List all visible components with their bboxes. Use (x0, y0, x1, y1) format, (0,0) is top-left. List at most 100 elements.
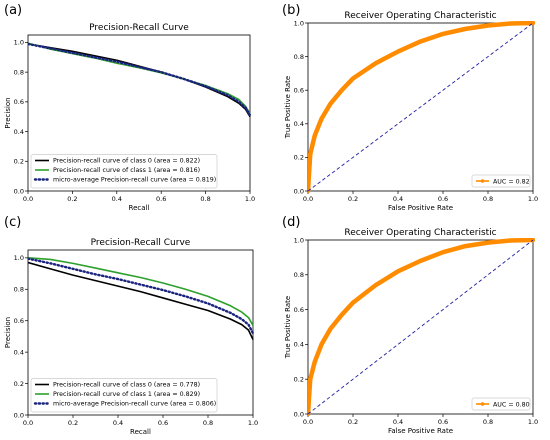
y-tick-label: 0.8 (294, 271, 304, 279)
chart-title: Precision-Recall Curve (89, 23, 189, 33)
y-tick-label: 0.0 (14, 411, 24, 419)
x-tick-label: 1.0 (245, 195, 255, 203)
chart-title: Receiver Operating Characteristic (344, 228, 496, 238)
x-tick-label: 0.0 (23, 195, 33, 203)
x-tick-label: 1.0 (528, 418, 538, 426)
y-tick-label: 0.2 (294, 376, 304, 384)
x-tick-label: 0.6 (438, 195, 448, 203)
y-tick-label: 0.6 (14, 317, 24, 325)
x-tick-label: 0.0 (303, 418, 313, 426)
legend-box (471, 397, 531, 411)
legend: AUC = 0.80 (471, 397, 531, 411)
series-line-2 (28, 257, 254, 326)
x-tick-label: 0.2 (348, 418, 358, 426)
y-tick-label: 0.8 (294, 53, 304, 61)
x-tick-label: 0.8 (483, 195, 493, 203)
series-line-2 (28, 42, 251, 115)
x-axis-label: Recall (129, 204, 150, 212)
y-tick-label: 0.4 (14, 128, 24, 136)
x-tick-label: 0.0 (303, 195, 313, 203)
panel-letter: (d) (282, 215, 300, 230)
y-axis-label: True Positive Rate (284, 76, 292, 139)
x-tick-label: 0.8 (483, 418, 493, 426)
series-line-1 (308, 238, 535, 416)
x-tick-label: 0.6 (156, 195, 166, 203)
legend-label: Precision-recall curve of class 1 (area … (53, 167, 200, 174)
x-tick-label: 0.8 (200, 195, 210, 203)
series-line-3 (28, 42, 252, 117)
y-tick-label: 0.2 (14, 158, 24, 166)
y-tick-label: 1.0 (14, 254, 24, 262)
y-tick-label: 0.2 (14, 380, 24, 388)
x-tick-label: 0.6 (438, 418, 448, 426)
x-tick-label: 0.4 (393, 195, 403, 203)
chart-title: Receiver Operating Characteristic (344, 11, 496, 21)
y-axis-label: Precision (4, 317, 12, 348)
panel-letter: (b) (282, 3, 300, 18)
chart-title: Precision-Recall Curve (91, 238, 191, 248)
x-tick-label: 0.4 (113, 419, 123, 427)
x-tick-label: 1.0 (528, 195, 538, 203)
y-tick-label: 0.6 (14, 98, 24, 106)
y-tick-label: 0.8 (14, 286, 24, 294)
legend-label: micro-average Precision-recall curve (ar… (53, 401, 216, 408)
series-line-1 (28, 43, 251, 118)
series-line-2 (308, 239, 534, 415)
y-tick-label: 1.0 (294, 19, 304, 27)
legend-label: Precision-recall curve of class 0 (area … (53, 382, 200, 389)
x-tick-label: 0.4 (393, 418, 403, 426)
y-tick-label: 0.6 (294, 306, 304, 314)
y-axis-label: True Positive Rate (284, 296, 292, 359)
x-axis-label: False Positive Rate (388, 427, 453, 435)
x-axis-label: Recall (130, 428, 151, 436)
y-axis-label: Precision (4, 97, 12, 128)
series-line-3 (28, 257, 255, 335)
panel-letter: (c) (4, 215, 21, 230)
y-tick-label: 0.0 (14, 187, 24, 195)
plot-frame (307, 22, 534, 192)
legend: Precision-recall curve of class 0 (area … (30, 378, 218, 413)
y-tick-label: 1.0 (14, 39, 24, 47)
x-tick-label: 0.2 (68, 419, 78, 427)
legend-label: Precision-recall curve of class 1 (area … (53, 391, 200, 398)
legend-label: micro-average Precision-recall curve (ar… (53, 177, 216, 184)
y-tick-label: 0.4 (294, 120, 304, 128)
x-tick-label: 0.6 (158, 419, 168, 427)
x-tick-label: 0.4 (112, 195, 122, 203)
legend-box (471, 174, 531, 188)
y-tick-label: 1.0 (294, 236, 304, 244)
y-tick-label: 0.4 (294, 341, 304, 349)
series-group (28, 257, 255, 340)
series-group (308, 21, 535, 193)
panel-letter: (a) (4, 3, 22, 18)
legend: Precision-recall curve of class 0 (area … (30, 154, 218, 189)
y-tick-label: 0.4 (14, 348, 24, 356)
y-tick-label: 0.2 (294, 154, 304, 162)
series-line-1 (28, 261, 254, 340)
legend-marker (480, 402, 485, 406)
x-tick-label: 0.2 (348, 195, 358, 203)
series-group (308, 238, 535, 416)
legend: AUC = 0.82 (471, 174, 531, 188)
x-axis-label: False Positive Rate (388, 204, 453, 212)
legend-label: AUC = 0.80 (493, 401, 530, 408)
x-tick-label: 0.8 (203, 419, 213, 427)
series-group (28, 42, 252, 118)
y-tick-label: 0.0 (294, 410, 304, 418)
x-tick-label: 0.0 (23, 419, 33, 427)
y-tick-label: 0.0 (294, 187, 304, 195)
y-tick-label: 0.8 (14, 68, 24, 76)
y-tick-label: 0.6 (294, 87, 304, 95)
legend-box (30, 378, 218, 413)
chart-panel-1: (a) Precision-Recall Curve 0.0 0.2 0.4 0.6 0.8… (4, 3, 255, 212)
legend-marker (480, 179, 485, 183)
chart-panel-3: (c) Precision-Recall Curve 0.0 0.2 0.4 0.6 0.8… (4, 215, 258, 436)
series-line-2 (308, 22, 534, 192)
legend-label: AUC = 0.82 (493, 178, 530, 185)
plot-frame (307, 239, 534, 415)
x-tick-label: 1.0 (248, 419, 258, 427)
x-tick-label: 0.2 (67, 195, 77, 203)
